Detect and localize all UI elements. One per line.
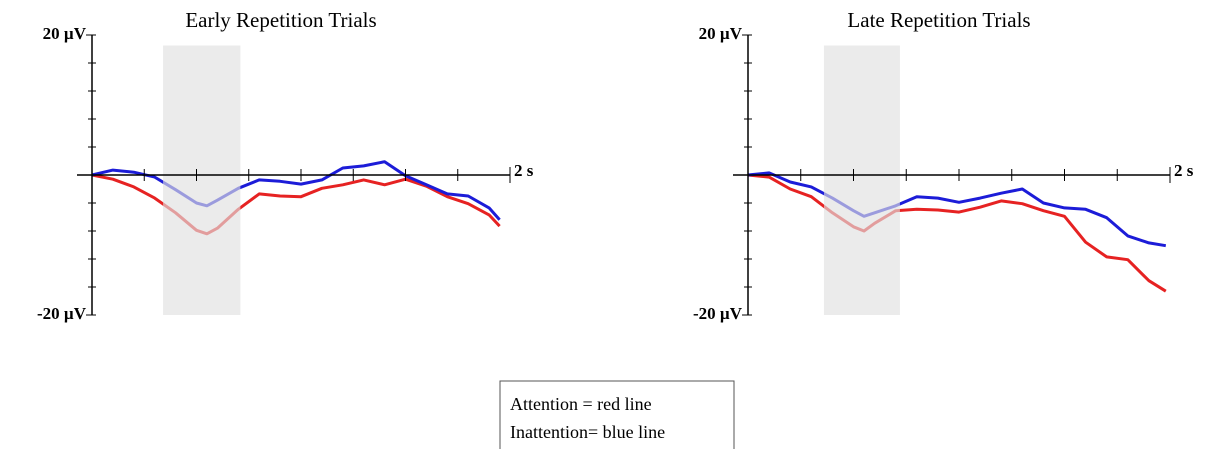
legend-entry: Attention = red line [510,394,652,414]
shaded-region [163,45,241,315]
chart-title: Late Repetition Trials [847,8,1030,32]
shaded-region [823,45,900,315]
x-tick-label: 2 s [1174,161,1194,180]
y-tick-label: 20 µV [699,24,743,43]
y-tick-label: 20 µV [43,24,87,43]
legend-box [499,380,735,449]
x-tick-label: 2 s [514,161,534,180]
legend-entry: Inattention= blue line [510,422,665,442]
line [747,171,1167,248]
line [91,160,501,221]
y-tick-label: -20 µV [37,304,87,323]
y-tick-label: -20 µV [693,304,743,323]
chart-title: Early Repetition Trials [185,8,376,32]
line [747,173,1167,293]
